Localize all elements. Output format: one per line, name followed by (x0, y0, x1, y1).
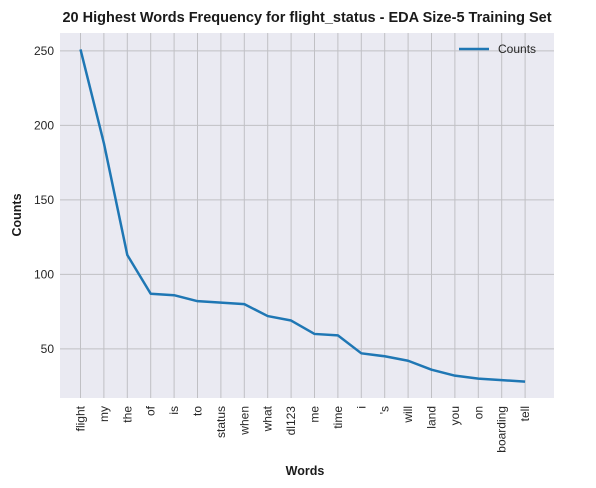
legend-label-counts: Counts (498, 42, 536, 56)
series-layer (79, 49, 526, 383)
chart-title: 20 Highest Words Frequency for flight_st… (62, 10, 551, 26)
x-tick-label: dl123 (284, 406, 298, 436)
x-axis-ticks: flight my the of is to status when what dl123 me ti… (74, 405, 533, 452)
x-tick-label: status (214, 406, 228, 438)
x-tick-label: i (354, 406, 368, 409)
x-tick-label: time (331, 406, 345, 429)
x-tick-label: tell (518, 406, 532, 421)
x-tick-label: is (167, 406, 181, 415)
x-tick-label: what (261, 405, 275, 432)
x-tick-label: my (97, 406, 111, 422)
y-tick-label: 250 (34, 44, 54, 58)
y-tick-label: 150 (34, 193, 54, 207)
y-axis-ticks: 50 100 150 200 250 (34, 44, 54, 356)
y-tick-label: 50 (41, 342, 55, 356)
x-tick-label: on (471, 406, 485, 419)
series-line-counts (79, 49, 526, 383)
x-tick-label: when (237, 406, 251, 436)
plot-area (60, 33, 554, 398)
x-tick-label: land (425, 406, 439, 429)
x-tick-label: of (144, 405, 158, 416)
x-tick-label: to (191, 406, 205, 416)
x-tick-label: flight (74, 405, 88, 431)
y-axis-title: Counts (10, 193, 24, 236)
x-tick-label: boarding (495, 406, 509, 453)
grid-lines (60, 33, 554, 398)
legend: Counts (459, 42, 536, 56)
x-tick-label: you (448, 406, 462, 425)
x-tick-label: 's (378, 406, 392, 414)
y-tick-label: 100 (34, 267, 54, 281)
x-tick-label: the (120, 406, 134, 423)
x-axis-title: Words (286, 464, 325, 478)
x-tick-label: me (308, 406, 322, 423)
x-tick-label: will (401, 406, 415, 424)
y-tick-label: 200 (34, 118, 54, 132)
